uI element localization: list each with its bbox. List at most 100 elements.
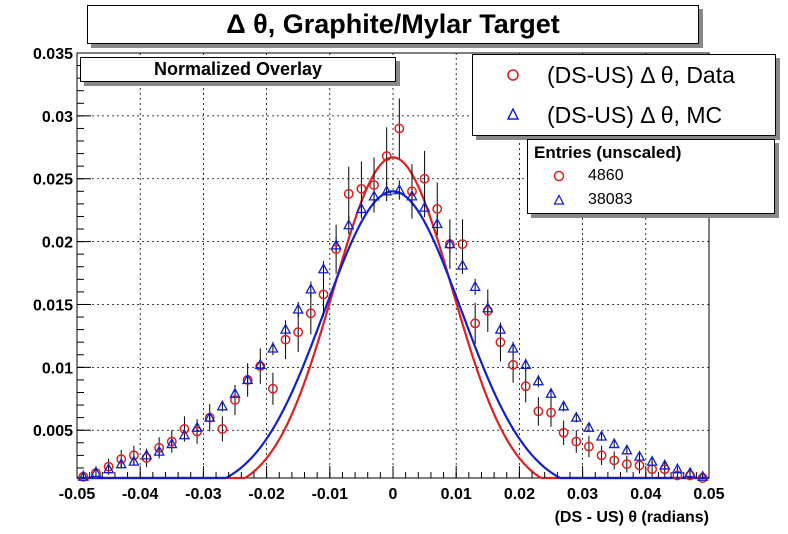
mc-point-triangle: [368, 189, 380, 201]
data-point-circle: [394, 123, 405, 134]
triangle-marker-icon: [553, 194, 565, 205]
y-tick-label: 0.01: [42, 360, 73, 377]
data-point-circle: [407, 186, 417, 197]
mc-point-triangle: [317, 262, 330, 274]
mc-point-triangle: [128, 455, 140, 466]
data-point-circle: [318, 289, 329, 300]
data-points: [77, 123, 709, 483]
data-point-circle: [533, 406, 544, 417]
mc-point-triangle: [305, 283, 317, 294]
mc-point-triangle: [166, 437, 178, 449]
x-tick-label: 0.03: [567, 486, 598, 503]
mc-point-triangle: [646, 455, 658, 466]
mc-point-triangle: [696, 470, 709, 481]
mc-point-triangle: [254, 358, 266, 369]
data-point-circle: [596, 450, 607, 461]
data-point-circle: [546, 407, 556, 418]
mc-point-triangle: [671, 462, 684, 474]
fit-curves: [77, 156, 709, 480]
x-tick-label: -0.01: [312, 486, 349, 503]
data-point-circle: [621, 459, 632, 470]
mc-point-triangle: [418, 201, 431, 212]
data-point-circle: [166, 436, 177, 447]
data-point-circle: [495, 337, 506, 348]
entries-count-mc: 38083: [588, 191, 633, 208]
legend-item-data: (DS-US) Δ θ, Data: [473, 55, 775, 95]
x-tick-label: 0: [389, 486, 398, 503]
entries-title: Entries (unscaled): [534, 143, 682, 162]
mc-point-triangle: [393, 183, 406, 195]
triangle-marker-icon: [506, 107, 520, 120]
y-tick-label: 0.015: [33, 297, 73, 314]
mc-point-triangle: [482, 301, 494, 313]
data-point-circle: [255, 361, 266, 372]
data-point-circle: [116, 454, 127, 465]
data-point-circle: [369, 180, 379, 190]
legend-label-data: (DS-US) Δ θ, Data: [547, 62, 735, 88]
mc-point-triangle: [229, 387, 241, 398]
mc-point-triangle: [191, 421, 203, 432]
x-tick-label: -0.04: [122, 486, 159, 503]
data-point-circle: [217, 424, 228, 434]
legend: (DS-US) Δ θ, Data (DS-US) Δ θ, MC: [472, 54, 776, 136]
data-point-circle: [154, 442, 165, 453]
mc-point-triangle: [406, 189, 418, 201]
x-tick-label: 0.04: [630, 486, 661, 503]
mc-point-triangle: [469, 280, 481, 292]
data-point-circle: [457, 239, 468, 250]
mc-point-triangle: [444, 237, 456, 249]
mc-point-triangle: [684, 466, 696, 478]
data-point-circle: [647, 464, 658, 475]
mc-point-triangle: [621, 443, 633, 455]
mc-point-triangle: [583, 421, 595, 432]
data-point-circle: [508, 359, 519, 370]
data-point-circle: [697, 473, 708, 483]
data-point-circle: [583, 441, 594, 452]
data-point-circle: [381, 151, 392, 162]
mc-point-triangle: [204, 411, 216, 422]
mc-point-triangle: [267, 342, 279, 353]
mc-point-triangle: [608, 437, 620, 449]
x-tick-label: 0.02: [504, 486, 535, 503]
x-tick-label: -0.03: [185, 486, 222, 503]
mc-point-triangle: [520, 358, 532, 369]
y-tick-label: 0.035: [33, 46, 73, 63]
mc-point-triangle: [77, 470, 90, 481]
mc-point-triangle: [355, 202, 368, 214]
circle-marker-icon: [553, 170, 565, 182]
x-axis-label: (DS - US) θ (radians): [555, 509, 709, 526]
x-tick-label: 0.05: [693, 486, 724, 503]
entries-row-data: 4860: [528, 164, 774, 188]
mc-point-triangle: [380, 184, 393, 196]
x-tick-label: -0.02: [248, 486, 285, 503]
data-point-circle: [103, 461, 114, 472]
mc-point-triangle: [431, 217, 443, 229]
data-point-circle: [128, 450, 139, 461]
circle-marker-icon: [507, 69, 519, 81]
x-tick-label: -0.05: [59, 486, 96, 503]
data-point-circle: [343, 188, 354, 199]
mc-point-triangle: [115, 457, 127, 469]
data-point-circle: [305, 308, 316, 319]
entries-box: Entries (unscaled) 4860 38083: [527, 139, 775, 214]
mc-point-triangle: [595, 430, 608, 441]
data-point-circle: [419, 173, 430, 184]
mc-point-triangle: [216, 399, 229, 411]
fit-curve-mc: [77, 190, 709, 480]
mc-point-triangle: [633, 450, 646, 461]
legend-label-mc: (DS-US) Δ θ, MC: [547, 102, 723, 128]
y-tick-label: 0.005: [33, 423, 73, 440]
x-tick-label: 0.01: [441, 486, 472, 503]
mc-point-triangle: [532, 374, 545, 386]
data-point-circle: [634, 460, 645, 471]
mc-point-triangle: [494, 323, 507, 334]
mc-point-triangle: [507, 342, 519, 353]
mc-point-triangle: [659, 459, 671, 470]
y-tick-label: 0.02: [42, 235, 73, 252]
data-point-circle: [520, 381, 531, 392]
mc-point-triangle: [279, 323, 292, 334]
mc-point-triangle: [330, 239, 342, 250]
data-point-circle: [558, 427, 569, 438]
mc-point-triangle: [241, 373, 254, 385]
data-point-circle: [672, 470, 683, 481]
